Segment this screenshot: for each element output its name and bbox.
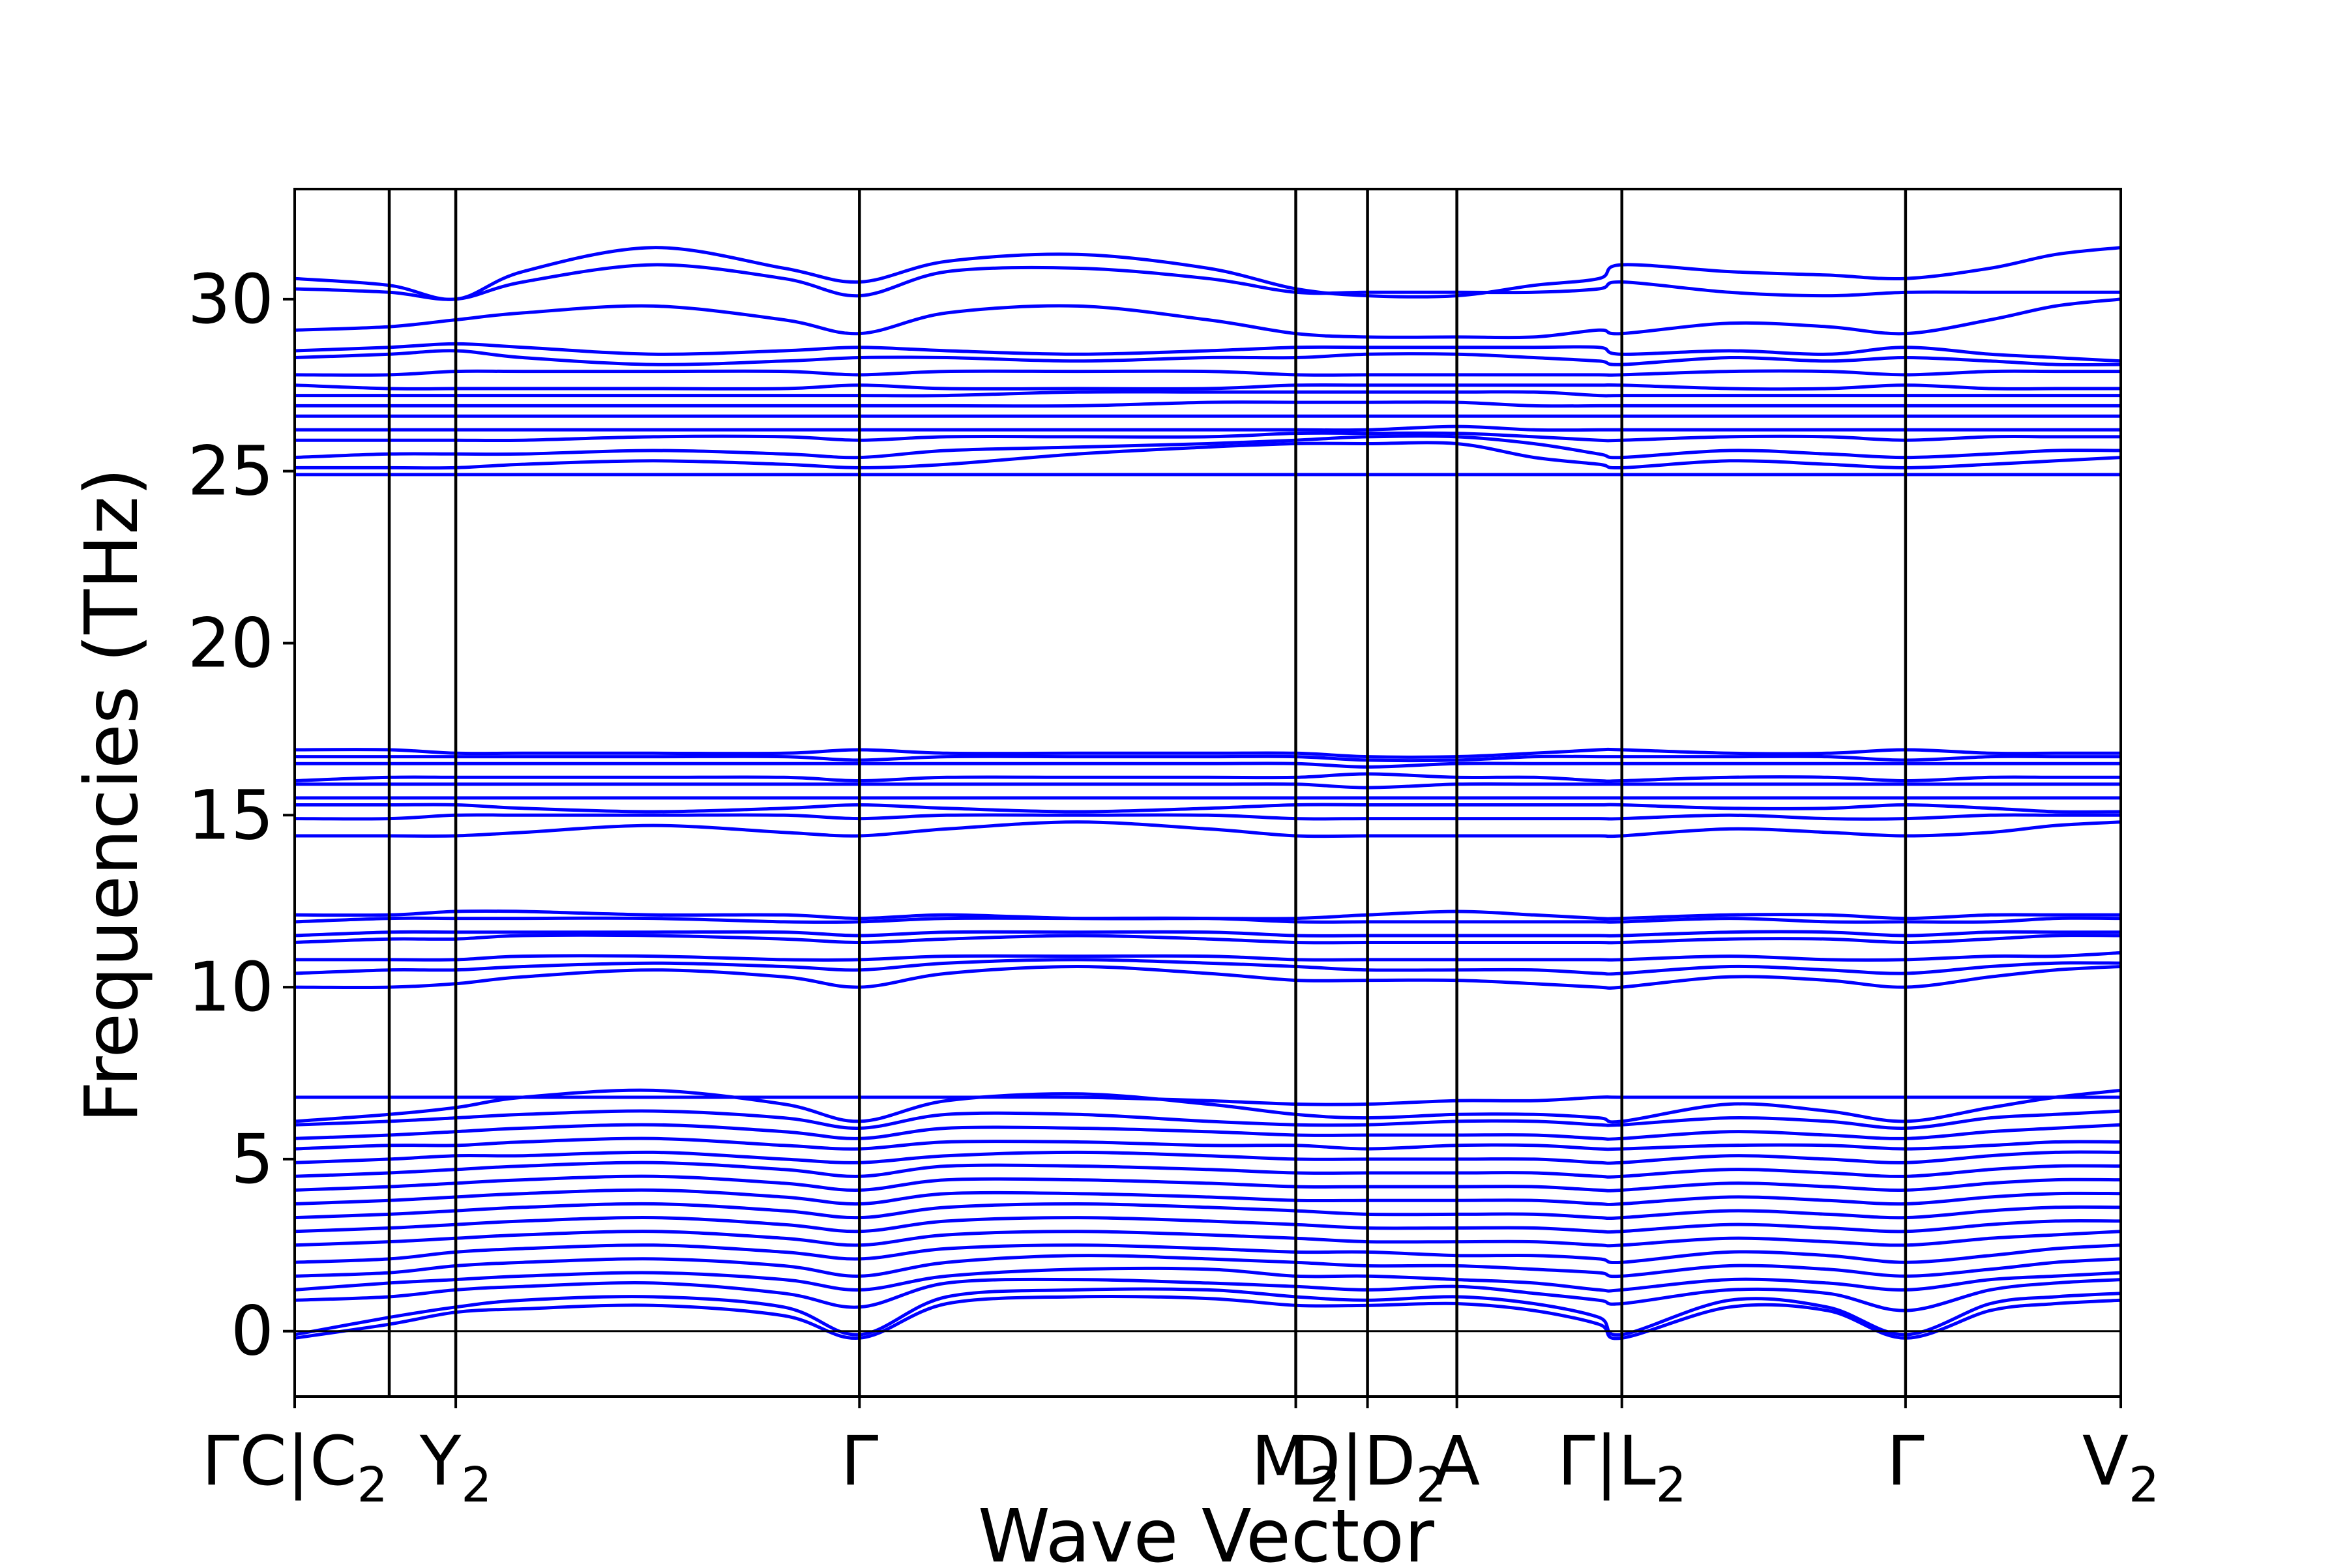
band-line-48 <box>295 265 2121 299</box>
band-line-28 <box>295 805 2121 812</box>
y-tick-label: 5 <box>231 1119 274 1199</box>
x-tick-label: Γ <box>840 1421 878 1501</box>
band-line-32 <box>295 763 2121 767</box>
y-tick-label: 25 <box>188 432 274 511</box>
band-line-42 <box>295 392 2121 396</box>
band-line-44 <box>295 371 2121 375</box>
band-line-13 <box>295 1152 2121 1163</box>
band-line-39 <box>295 426 2121 430</box>
x-tick-label: A <box>1434 1421 1480 1501</box>
band-line-11 <box>295 1176 2121 1191</box>
band-line-17 <box>295 1090 2121 1122</box>
band-line-31 <box>295 774 2121 781</box>
x-tick-label: ΓC|C2 <box>201 1421 387 1513</box>
band-line-15 <box>295 1125 2121 1139</box>
band-line-1 <box>295 1297 2121 1339</box>
x-tick-label: Y2 <box>419 1421 492 1513</box>
y-tick-label: 30 <box>188 259 274 339</box>
y-tick-label: 15 <box>188 775 274 855</box>
band-line-38 <box>295 433 2121 441</box>
y-tick-label: 20 <box>188 603 274 683</box>
x-axis-label: Wave Vector <box>978 1494 1435 1565</box>
y-tick-label: 10 <box>188 947 274 1027</box>
x-tick-label: Γ <box>1887 1421 1925 1501</box>
band-line-8 <box>295 1218 2121 1232</box>
band-line-26 <box>295 822 2121 836</box>
band-line-12 <box>295 1162 2121 1177</box>
band-line-10 <box>295 1190 2121 1204</box>
y-axis-label: Frequencies (THz) <box>70 467 155 1123</box>
band-line-33 <box>295 756 2121 760</box>
x-tick-label: Γ|L2 <box>1557 1421 1687 1513</box>
band-line-43 <box>295 385 2121 389</box>
band-line-27 <box>295 815 2121 819</box>
band-line-41 <box>295 402 2121 406</box>
band-line-47 <box>295 299 2121 338</box>
band-line-14 <box>295 1138 2121 1149</box>
x-tick-label: V2 <box>2082 1421 2159 1513</box>
band-line-30 <box>295 784 2121 788</box>
band-line-7 <box>295 1232 2121 1246</box>
y-tick-label: 0 <box>231 1292 274 1371</box>
band-line-22 <box>295 935 2121 943</box>
band-line-21 <box>295 953 2121 960</box>
band-line-9 <box>295 1204 2121 1218</box>
bands-layer <box>295 248 2121 1339</box>
